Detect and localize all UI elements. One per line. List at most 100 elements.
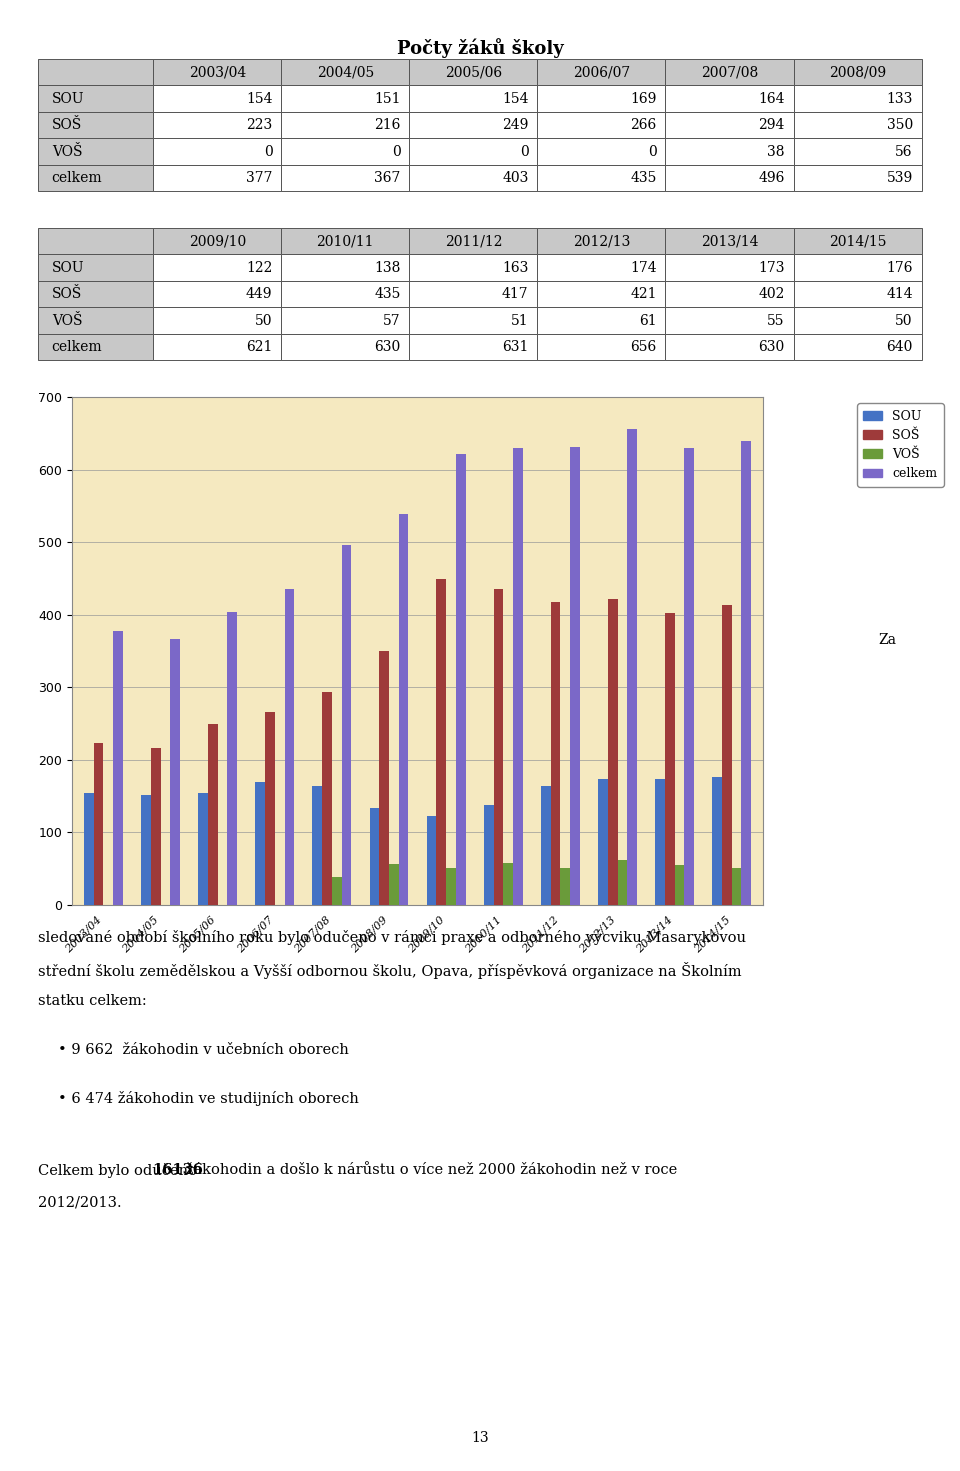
- Bar: [154, 334, 281, 360]
- Bar: [409, 334, 538, 360]
- Text: SOU: SOU: [52, 91, 84, 106]
- Bar: [741, 441, 752, 905]
- Bar: [794, 85, 922, 112]
- Text: 154: 154: [246, 91, 273, 106]
- Bar: [538, 307, 665, 334]
- Text: 164: 164: [758, 91, 784, 106]
- Text: 169: 169: [631, 91, 657, 106]
- Bar: [38, 59, 154, 85]
- Text: 122: 122: [246, 260, 273, 275]
- Text: 2004/05: 2004/05: [317, 65, 374, 79]
- Text: 61: 61: [639, 313, 657, 328]
- Bar: [281, 281, 409, 307]
- Bar: [503, 863, 513, 905]
- Bar: [379, 650, 389, 905]
- Text: 2007/08: 2007/08: [701, 65, 758, 79]
- Bar: [281, 307, 409, 334]
- Bar: [38, 112, 154, 138]
- Text: • 9 662  žákohodin v učebních oborech: • 9 662 žákohodin v učebních oborech: [58, 1043, 348, 1058]
- Bar: [665, 138, 794, 165]
- Bar: [154, 85, 281, 112]
- Bar: [154, 307, 281, 334]
- Bar: [656, 780, 665, 905]
- Bar: [665, 228, 794, 254]
- Bar: [456, 455, 466, 905]
- Text: 0: 0: [648, 144, 657, 159]
- Bar: [281, 59, 409, 85]
- Bar: [538, 85, 665, 112]
- Text: Za: Za: [878, 633, 897, 647]
- Bar: [794, 254, 922, 281]
- Bar: [794, 228, 922, 254]
- Bar: [538, 228, 665, 254]
- Text: 163: 163: [502, 260, 529, 275]
- Text: 138: 138: [374, 260, 400, 275]
- Bar: [94, 743, 104, 905]
- Text: 56: 56: [896, 144, 913, 159]
- Text: 38: 38: [767, 144, 784, 159]
- Bar: [570, 447, 580, 905]
- Text: 133: 133: [886, 91, 913, 106]
- Text: 151: 151: [374, 91, 400, 106]
- Bar: [538, 334, 665, 360]
- Bar: [665, 307, 794, 334]
- Bar: [154, 138, 281, 165]
- Text: 176: 176: [886, 260, 913, 275]
- Text: 13: 13: [471, 1430, 489, 1445]
- Bar: [665, 334, 794, 360]
- Text: 249: 249: [502, 118, 529, 132]
- Bar: [427, 816, 437, 905]
- Bar: [409, 307, 538, 334]
- Bar: [84, 793, 94, 905]
- Bar: [409, 85, 538, 112]
- Bar: [409, 59, 538, 85]
- Text: SOU: SOU: [52, 260, 84, 275]
- Bar: [281, 85, 409, 112]
- Bar: [722, 605, 732, 905]
- Bar: [38, 281, 154, 307]
- Text: 0: 0: [264, 144, 273, 159]
- Text: 223: 223: [246, 118, 273, 132]
- Bar: [409, 228, 538, 254]
- Bar: [665, 59, 794, 85]
- Text: 173: 173: [758, 260, 784, 275]
- Text: 403: 403: [502, 171, 529, 185]
- Bar: [551, 602, 561, 905]
- Bar: [732, 868, 741, 905]
- Text: 0: 0: [519, 144, 529, 159]
- Bar: [154, 254, 281, 281]
- Text: střední školu zemědělskou a Vyšší odbornou školu, Opava, příspěvková organizace : střední školu zemědělskou a Vyšší odborn…: [38, 962, 742, 980]
- Bar: [38, 307, 154, 334]
- Bar: [409, 165, 538, 191]
- Text: 631: 631: [502, 340, 529, 355]
- Text: 2012/2013.: 2012/2013.: [38, 1194, 122, 1209]
- Text: 421: 421: [630, 287, 657, 302]
- Bar: [598, 778, 608, 905]
- Text: 435: 435: [374, 287, 400, 302]
- Bar: [154, 112, 281, 138]
- Text: 640: 640: [886, 340, 913, 355]
- Bar: [665, 254, 794, 281]
- Legend: SOU, SOŠ, VOŠ, celkem: SOU, SOŠ, VOŠ, celkem: [857, 403, 944, 487]
- Text: 449: 449: [246, 287, 273, 302]
- Text: 57: 57: [383, 313, 400, 328]
- Bar: [794, 281, 922, 307]
- Text: 435: 435: [631, 171, 657, 185]
- Text: 50: 50: [255, 313, 273, 328]
- Bar: [675, 865, 684, 905]
- Bar: [228, 612, 237, 905]
- Bar: [332, 877, 342, 905]
- Bar: [538, 138, 665, 165]
- Text: 539: 539: [886, 171, 913, 185]
- Text: 16136: 16136: [153, 1162, 204, 1177]
- Bar: [665, 165, 794, 191]
- Bar: [141, 796, 151, 905]
- Text: 2014/15: 2014/15: [828, 234, 886, 249]
- Bar: [665, 281, 794, 307]
- Bar: [608, 600, 617, 905]
- Bar: [38, 138, 154, 165]
- Text: 2011/12: 2011/12: [444, 234, 502, 249]
- Bar: [561, 868, 570, 905]
- Text: 350: 350: [886, 118, 913, 132]
- Text: celkem: celkem: [52, 171, 103, 185]
